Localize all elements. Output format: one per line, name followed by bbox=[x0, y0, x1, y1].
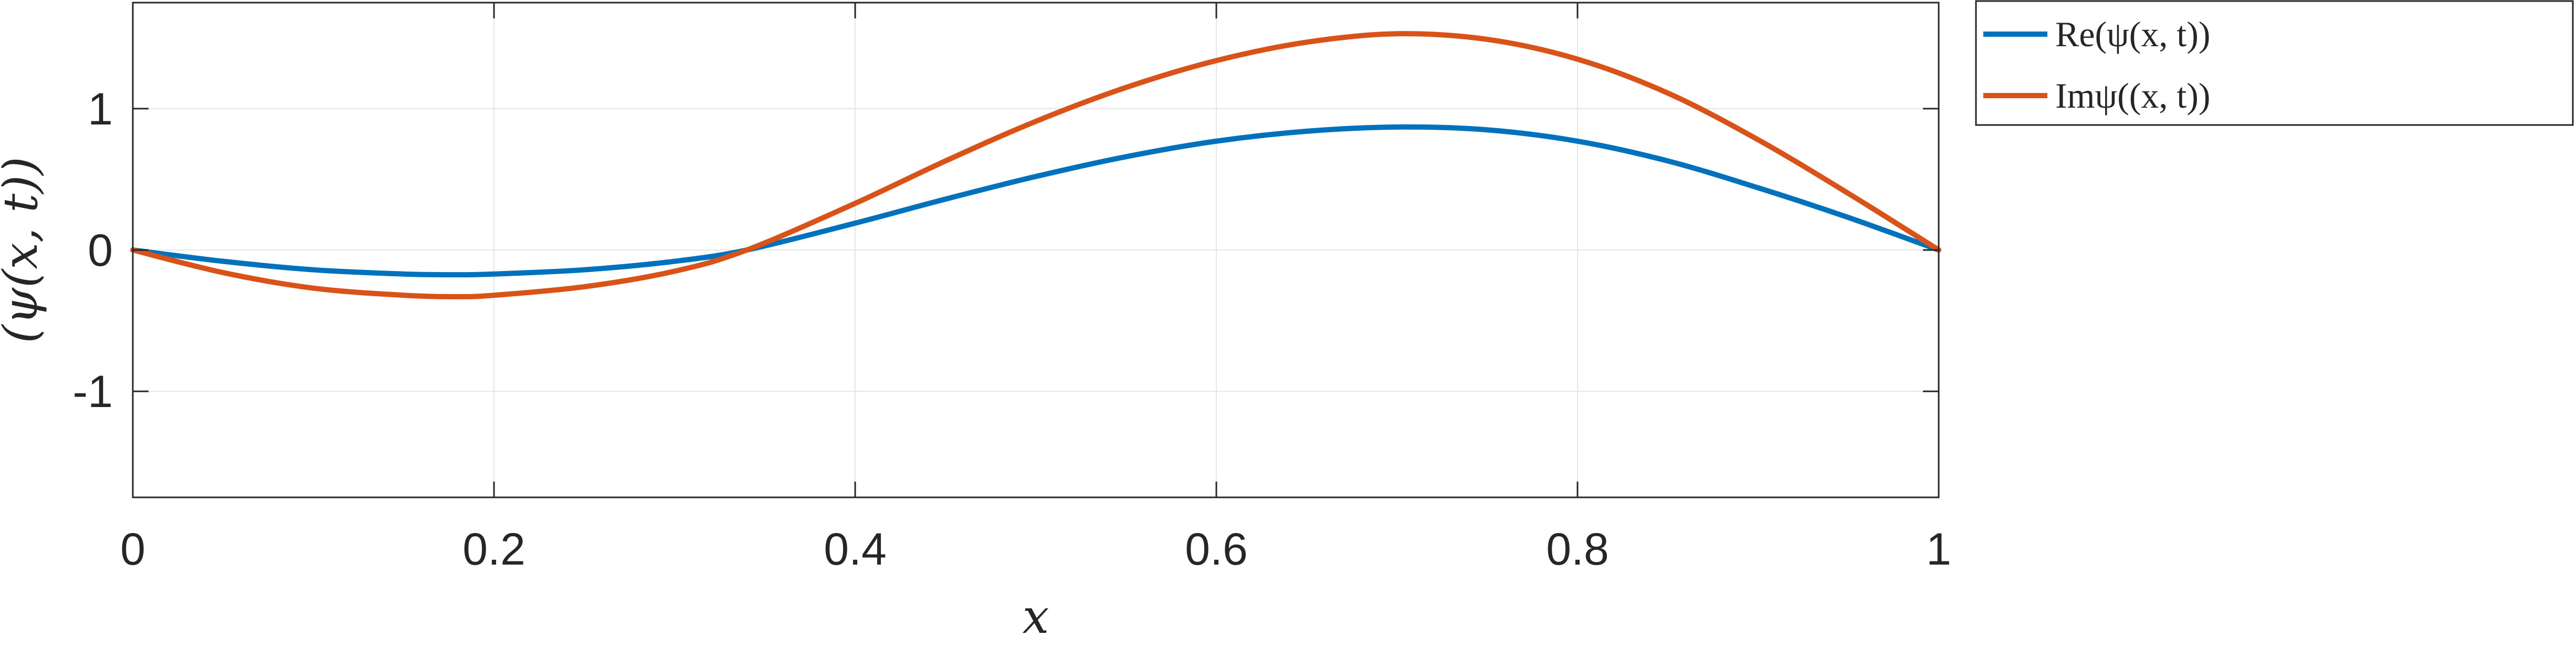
x-axis-label: x bbox=[1023, 589, 1049, 643]
x-tick-label: 0.4 bbox=[824, 524, 887, 575]
series-line-im bbox=[130, 31, 1941, 299]
legend-box bbox=[1975, 0, 2574, 126]
x-tick-label: 0.2 bbox=[462, 524, 525, 575]
y-axis-label: (ψ(x, t)) bbox=[0, 157, 48, 343]
legend-label-re: Re(ψ(x, t)) bbox=[2055, 14, 2211, 54]
legend-label-im: Imψ((x, t)) bbox=[2055, 76, 2211, 116]
grid-lines bbox=[132, 3, 1939, 497]
plot-lines bbox=[130, 31, 1941, 299]
x-tick-label: 1 bbox=[1926, 524, 1951, 575]
y-tick-label: 0 bbox=[88, 225, 113, 276]
axis-ticks: 0 0.2 0.4 0.6 0.8 1 -1 0 1 bbox=[73, 3, 1951, 575]
legend: Re(ψ(x, t)) Imψ((x, t)) bbox=[1975, 0, 2574, 126]
x-tick-label: 0.6 bbox=[1185, 524, 1248, 575]
y-tick-label: -1 bbox=[73, 367, 113, 417]
x-tick-label: 0.8 bbox=[1546, 524, 1609, 575]
x-tick-label: 0 bbox=[120, 524, 145, 575]
series-line-re bbox=[130, 124, 1941, 278]
y-tick-label: 1 bbox=[88, 84, 113, 134]
